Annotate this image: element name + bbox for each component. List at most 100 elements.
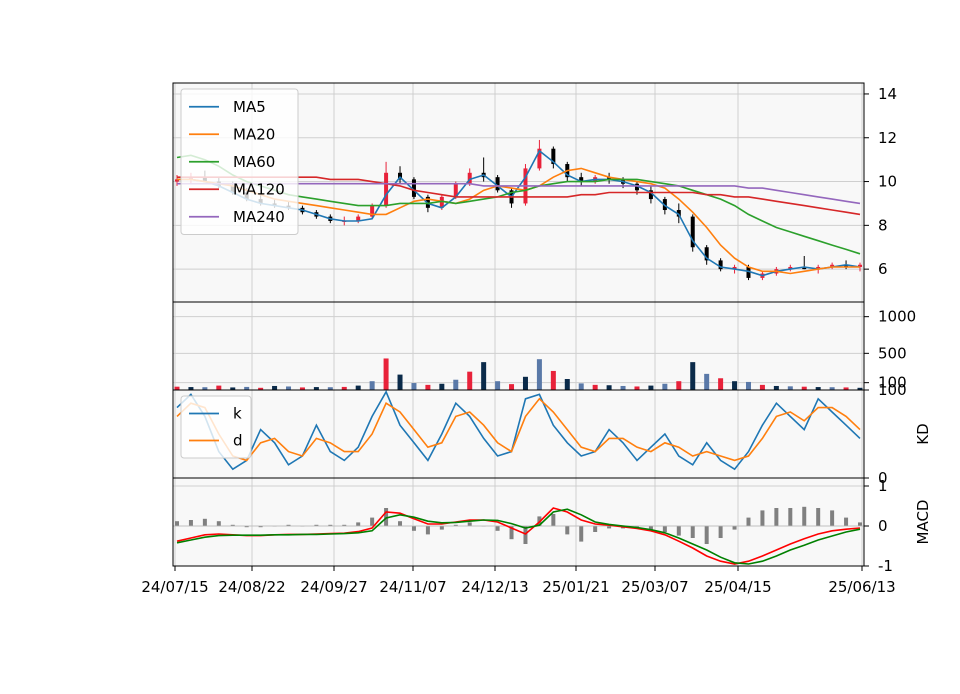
volume-bar [258, 387, 264, 390]
candle-body [788, 266, 793, 270]
macd-histogram-bar [188, 520, 193, 526]
volume-bar [787, 386, 793, 390]
volume-bar [592, 384, 598, 390]
panel-frame-macd [172, 477, 865, 567]
candle-body [411, 179, 416, 197]
legend-label: k [233, 405, 242, 423]
kd-line-k [176, 389, 861, 471]
y-tick-label: 10 [878, 173, 897, 191]
y-tick-label: 100 [878, 374, 907, 392]
candle-body [356, 216, 361, 221]
y-tick-label: 0 [878, 517, 888, 535]
candle-body [844, 264, 849, 267]
legend-box-price [180, 88, 299, 235]
volume-bar [773, 385, 779, 390]
macd-histogram-bar [314, 524, 319, 526]
panel-bg-volume [173, 302, 864, 390]
y-axis-label-macd: MACD [914, 500, 932, 545]
volume-bar [341, 386, 347, 390]
macd-histogram-bar [690, 526, 695, 538]
volume-bar [801, 386, 807, 390]
macd-histogram-bar [467, 522, 472, 526]
volume-bar [383, 358, 389, 390]
macd-histogram-bar [384, 508, 389, 526]
legend-label: MA60 [233, 153, 275, 171]
macd-histogram-bar [342, 524, 347, 526]
legend-label: d [233, 432, 243, 450]
macd-histogram-bar [788, 508, 793, 526]
macd-histogram-bar [830, 510, 835, 526]
macd-histogram-bar [509, 526, 514, 540]
volume-bar [369, 381, 375, 390]
candle-body [634, 183, 639, 191]
candle-body [732, 266, 737, 270]
y-tick-label: 0 [878, 469, 888, 487]
macd-histogram-bar [425, 526, 430, 535]
x-tick-label: 25/01/21 [542, 578, 609, 596]
volume-bar [815, 387, 821, 390]
macd-histogram-bar [858, 522, 862, 526]
candle-body [746, 266, 751, 278]
volume-bar [509, 384, 515, 390]
x-tick-label: 24/12/13 [461, 578, 528, 596]
candle-body [816, 266, 821, 270]
legend-label: MA5 [233, 98, 266, 116]
y-tick-label: 100 [878, 381, 907, 399]
x-tick-label: 24/07/15 [141, 578, 208, 596]
macd-histogram-bar [593, 526, 598, 532]
y-tick-label: 8 [878, 216, 888, 234]
volume-bar [244, 386, 250, 390]
macd-histogram-bar [175, 521, 179, 526]
volume-bar [495, 381, 501, 390]
volume-bar [272, 385, 278, 390]
legends: MA5 MA20 MA60 MA120 MA240 kd [180, 88, 299, 459]
candle-body [453, 183, 458, 197]
macd-histogram-bar [760, 510, 765, 526]
y-tick-label: 1000 [878, 308, 916, 326]
macd-histogram-bar [816, 508, 821, 526]
macd-histogram-bar [648, 526, 653, 530]
macd-histogram-bar [439, 526, 444, 530]
volume-bar [648, 385, 654, 390]
candle-body [802, 266, 807, 270]
macd-histogram-bar [732, 526, 737, 530]
volume-bar [606, 385, 612, 390]
kd-line-d [176, 397, 861, 462]
legend-label: MA240 [233, 208, 285, 226]
macd-histogram-bar [676, 526, 681, 536]
x-tick-label: 24/08/22 [218, 578, 285, 596]
volume-bar [439, 383, 445, 390]
x-tick-label: 24/09/27 [300, 578, 367, 596]
candle-body [648, 190, 653, 200]
volume-bar [481, 362, 487, 390]
x-tick-label: 25/06/13 [828, 578, 895, 596]
volume-bar [634, 386, 640, 390]
volume-bar [355, 385, 361, 390]
candle-body [537, 148, 542, 169]
volume-bar [230, 387, 236, 390]
candle-body [830, 264, 835, 267]
macd-histogram-bar [718, 526, 723, 538]
candle-body [551, 148, 556, 165]
volume-bar [425, 384, 431, 390]
axis-ticks: 6810121410050010000100KD-101MACD24/07/15… [141, 85, 932, 596]
volume-bar [467, 371, 473, 390]
candle-body [676, 210, 681, 217]
volume-bar [745, 381, 751, 390]
volume-bar [564, 379, 570, 390]
volume-bar [690, 362, 696, 390]
macd-histogram-bar [579, 526, 584, 542]
volume-bar [732, 381, 738, 390]
volume-bar [550, 370, 556, 390]
macd-histogram-bar [704, 526, 709, 544]
volume-bar [202, 387, 208, 390]
candle-body [439, 196, 444, 208]
y-axis-label-kd: KD [914, 423, 932, 444]
candle-body [495, 177, 500, 191]
macd-histogram-bar [328, 524, 333, 526]
y-tick-label: 500 [878, 344, 907, 362]
macd-histogram-bar [356, 522, 361, 526]
macd-histogram-bar [523, 526, 528, 544]
